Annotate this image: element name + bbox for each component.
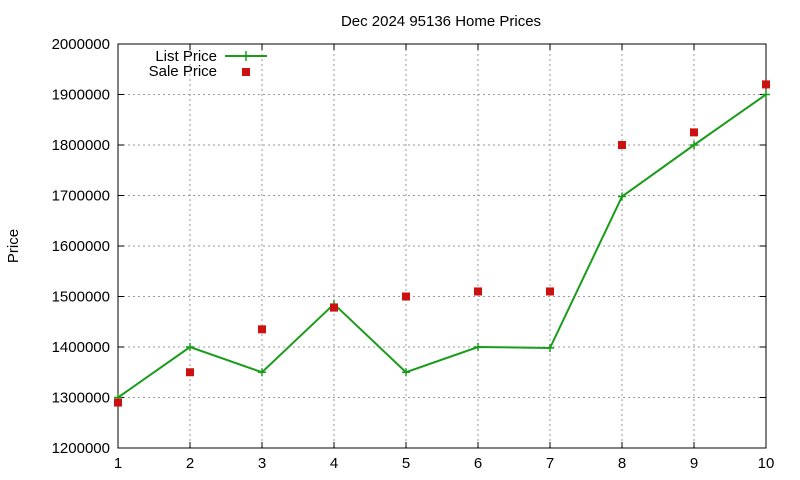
list-price-point: [186, 343, 194, 351]
y-tick-label: 1800000: [52, 137, 110, 154]
y-tick-label: 2000000: [52, 36, 110, 53]
list-price-point: [402, 368, 410, 377]
x-tick-label: 6: [474, 455, 482, 472]
sale-price-point: [690, 128, 698, 137]
list-price-line: [117, 93, 767, 399]
axis-ticks: 1200000 1300000 1400000 1500000 1600000 17000…: [52, 36, 775, 472]
y-axis-label: Price: [5, 229, 22, 263]
sale-price-point: [186, 368, 194, 377]
legend-marker-list-price: [241, 51, 251, 61]
list-price-point: [258, 368, 266, 377]
sale-price-point: [762, 80, 770, 89]
y-tick-label: 1200000: [52, 440, 110, 457]
list-price-point: [474, 343, 482, 351]
list-price-point: [546, 344, 554, 353]
x-tick-label: 9: [690, 455, 698, 472]
sale-price-point: [402, 292, 410, 301]
sale-price-point: [618, 141, 626, 149]
grid-lines: [118, 44, 766, 448]
x-tick-label: 7: [546, 455, 554, 472]
x-tick-label: 2: [186, 455, 194, 472]
y-tick-label: 1900000: [52, 87, 110, 104]
x-tick-label: 1: [114, 455, 122, 472]
legend-label-sale-price: Sale Price: [149, 63, 217, 80]
list-price-point: [762, 90, 770, 99]
y-tick-label: 1600000: [52, 238, 110, 255]
x-tick-label: 3: [258, 455, 266, 472]
list-price-point: [618, 192, 626, 201]
sale-price-point: [114, 398, 122, 407]
sale-price-point: [330, 303, 338, 312]
sale-price-point: [258, 325, 266, 334]
x-tick-label: 4: [330, 455, 338, 472]
list-price-point: [690, 141, 698, 149]
legend-marker-sale-price: [242, 68, 250, 76]
y-tick-label: 1500000: [52, 289, 110, 306]
x-tick-label: 8: [618, 455, 626, 472]
series: [114, 80, 770, 407]
chart-title: Dec 2024 95136 Home Prices: [341, 13, 541, 30]
y-tick-label: 1400000: [52, 339, 110, 356]
legend-label-list-price: List Price: [155, 48, 217, 65]
sale-price-point: [474, 287, 482, 296]
sale-price-point: [546, 287, 554, 296]
y-tick-label: 1700000: [52, 188, 110, 205]
y-tick-label: 1300000: [52, 390, 110, 407]
x-tick-label: 10: [758, 455, 775, 472]
legend: List Price Sale Price: [149, 48, 267, 80]
x-tick-label: 5: [402, 455, 410, 472]
